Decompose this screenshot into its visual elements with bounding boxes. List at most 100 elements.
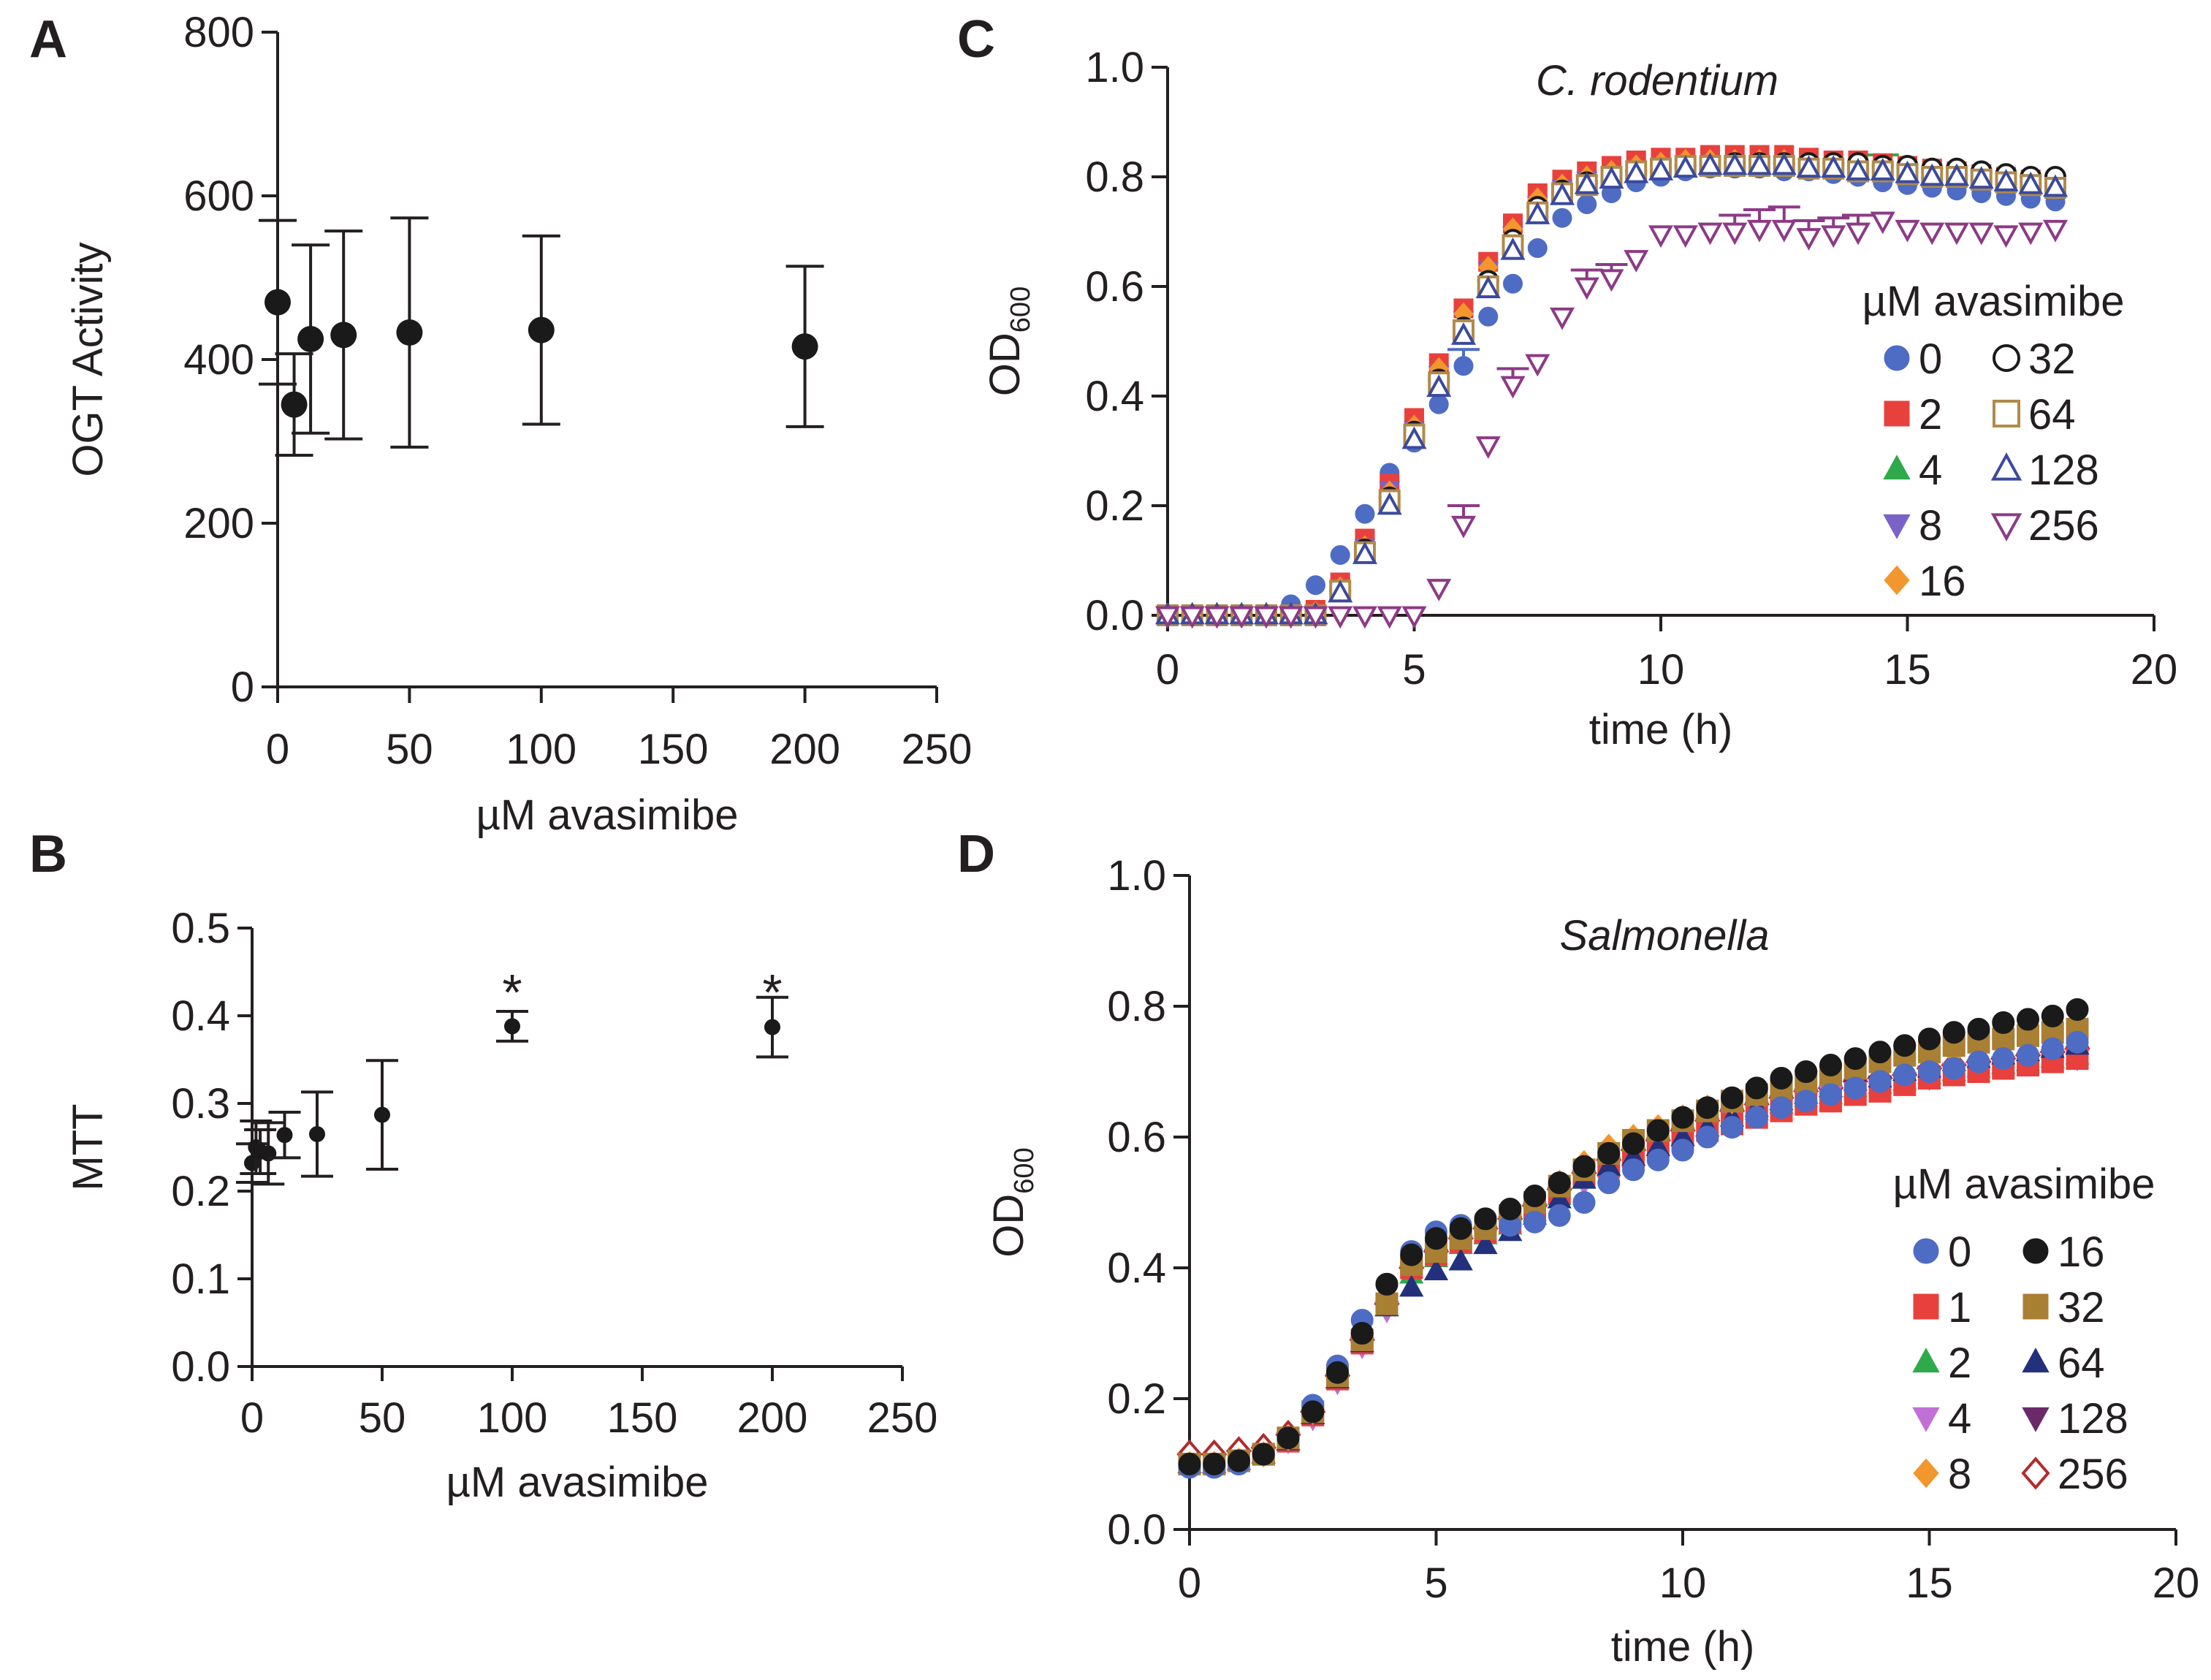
- data-point: [1770, 1066, 1793, 1090]
- data-point: [1552, 208, 1572, 228]
- legend-marker: [1912, 1348, 1940, 1373]
- data-point: [1968, 222, 1994, 246]
- data-point: [1253, 606, 1279, 629]
- legend-marker: [1912, 1407, 1940, 1432]
- data-point: [265, 289, 291, 316]
- data-point: [1919, 163, 1945, 186]
- legend-label: 128: [2028, 446, 2099, 494]
- data-point: [1868, 1070, 1892, 1093]
- data-point: [1745, 1076, 1768, 1100]
- legend-label: 1: [1948, 1284, 1971, 1331]
- legend-marker: [1990, 513, 2022, 541]
- data-point: [1895, 219, 1920, 243]
- data-point: [1722, 222, 1748, 246]
- data-point: [1500, 376, 1526, 399]
- legend-label: 64: [2028, 391, 2076, 438]
- series-16: [1157, 148, 2066, 627]
- data-point: [1377, 492, 1402, 515]
- legend-label: 32: [2028, 335, 2076, 383]
- legend-label: 16: [1919, 558, 1966, 605]
- y-tick-label: 400: [183, 336, 254, 384]
- data-point: [1968, 166, 1994, 189]
- data-point: [1453, 356, 1474, 376]
- data-point: [2042, 219, 2069, 243]
- data-point: [1355, 503, 1375, 524]
- legend-marker: [1884, 400, 1910, 427]
- data-point: [1478, 306, 1499, 327]
- x-tick-label: 50: [359, 1394, 406, 1442]
- y-axis-title-text: OGT Activity: [64, 242, 112, 476]
- data-point: [281, 391, 308, 418]
- data-point: [396, 319, 423, 346]
- legend-label: 2: [1919, 391, 1942, 438]
- data-point: [1500, 237, 1526, 260]
- data-point: [2017, 1044, 2039, 1067]
- data-point: [1843, 1047, 1867, 1071]
- data-point: [1350, 1322, 1374, 1345]
- data-point: [1771, 219, 1797, 243]
- data-point: [1770, 1096, 1793, 1120]
- chart-title: C. rodentium: [1536, 57, 1778, 104]
- data-point: [1549, 182, 1575, 205]
- y-tick-label: 0.4: [171, 992, 230, 1040]
- y-tick-label: 0.8: [1107, 983, 1166, 1030]
- data-point: [1399, 1274, 1424, 1297]
- data-point: [1992, 1047, 2015, 1071]
- y-axis-title-text: OD: [981, 332, 1029, 396]
- data-point: [1228, 1449, 1250, 1472]
- data-point: [1597, 1141, 1621, 1165]
- data-point: [1795, 1090, 1818, 1113]
- data-point: [1572, 1155, 1596, 1178]
- data-point: [1548, 1171, 1571, 1195]
- data-point: [1423, 1258, 1449, 1280]
- data-point: [1203, 1453, 1226, 1475]
- data-point: [1328, 579, 1353, 603]
- y-tick-label: 0.1: [171, 1255, 230, 1303]
- data-point: [1893, 1034, 1917, 1057]
- data-point: [2066, 1030, 2089, 1054]
- data-point: [1721, 1116, 1743, 1139]
- legend-label: 128: [2058, 1395, 2128, 1443]
- data-point: [1967, 1050, 1990, 1073]
- panel-b: B 0.0 0.1 0.2 0.3 0.4 0.5 0 50 100 150 200 250 µM ava…: [29, 825, 937, 1506]
- data-point: [1745, 1106, 1768, 1129]
- y-axis-title-text: MTT: [64, 1103, 112, 1190]
- data-point: [1696, 1096, 1719, 1120]
- x-tick-label: 20: [2131, 646, 2178, 693]
- data-point: [1597, 1171, 1621, 1195]
- y-tick-label: 0.5: [171, 905, 230, 952]
- legend-label: 256: [2028, 502, 2099, 550]
- data-point: [2018, 222, 2044, 246]
- data-point: [1918, 1027, 1941, 1051]
- data-point: [1428, 394, 1449, 414]
- data-point: [1918, 1060, 1941, 1083]
- data-point: [309, 1126, 325, 1142]
- y-tick-label: 0.8: [1085, 153, 1144, 201]
- legend-title: µM avasimibe: [1893, 1160, 2155, 1208]
- series-16: [1178, 997, 2089, 1475]
- data-point: [1648, 225, 1674, 248]
- legend-label: 4: [1919, 446, 1942, 494]
- panel-label: C: [957, 10, 995, 69]
- legend-marker: [1990, 452, 2022, 481]
- data-point: [764, 1019, 780, 1035]
- y-tick-label: 800: [183, 9, 254, 56]
- legend-marker: [1913, 1293, 1939, 1320]
- data-point: [1303, 606, 1328, 629]
- data-point: [2018, 171, 2044, 194]
- data-point: [1845, 222, 1871, 246]
- data-point: [1870, 158, 1895, 180]
- data-point: [1548, 1204, 1571, 1227]
- data-point: [1503, 273, 1523, 294]
- data-point: [2042, 174, 2069, 197]
- data-point: [1352, 541, 1378, 564]
- y-tick-label: 200: [183, 500, 254, 547]
- x-tick-label: 100: [477, 1394, 548, 1442]
- legend-marker: [1884, 345, 1910, 371]
- series-4: [1157, 149, 2066, 626]
- data-point: [1646, 1148, 1670, 1171]
- data-point: [1475, 275, 1501, 299]
- x-tick-label: 150: [607, 1394, 678, 1442]
- data-point: [1646, 1119, 1670, 1142]
- data-point: [374, 1106, 390, 1123]
